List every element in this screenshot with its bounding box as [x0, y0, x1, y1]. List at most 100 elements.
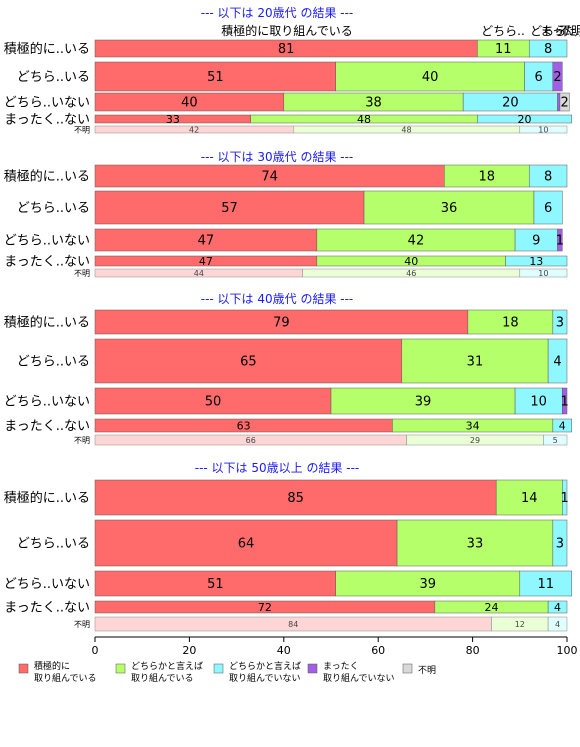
data-label: 48	[401, 125, 411, 134]
x-tick-label: 60	[371, 644, 385, 657]
row-label: 積極的に..いる	[4, 490, 90, 506]
legend-label: 不明	[418, 665, 436, 676]
row-label: どちら..いる	[17, 70, 90, 85]
x-tick-label: 0	[92, 644, 99, 657]
data-label: 3	[556, 316, 564, 331]
row-label: 積極的に..いる	[4, 41, 90, 57]
row-label: どちら..いない	[4, 395, 90, 410]
bar-segment	[94, 519, 398, 567]
data-label: 34	[466, 419, 480, 432]
row-label: まったく..ない	[4, 255, 90, 270]
panel-title-3: --- 以下は 40歳代 の結果 ---	[201, 292, 354, 306]
data-label: 1	[560, 395, 568, 410]
bar-segment	[533, 190, 563, 225]
bar-segment	[94, 309, 469, 335]
legend-label: どちらかと言えば	[229, 660, 301, 672]
data-label: 84	[288, 620, 298, 629]
data-label: 48	[357, 113, 371, 126]
bar-segment	[401, 338, 549, 384]
bar-segment	[528, 39, 568, 58]
data-label: 39	[415, 395, 432, 410]
bar-segment	[528, 164, 568, 188]
row-label: どちら..いる	[17, 537, 90, 552]
x-tick-label: 20	[182, 644, 196, 657]
data-label: 47	[199, 255, 213, 268]
data-label: 18	[478, 170, 495, 185]
data-label: 42	[408, 234, 425, 249]
bar-segment	[519, 125, 568, 134]
bar-segment	[94, 479, 497, 516]
data-label: 79	[273, 316, 290, 331]
data-label: 47	[198, 234, 215, 249]
data-label: 51	[207, 577, 224, 592]
bar-segment	[519, 570, 572, 597]
data-label: 8	[544, 42, 552, 57]
data-label: 18	[502, 316, 519, 331]
bar-segment	[547, 616, 568, 632]
data-label: 10	[538, 125, 548, 134]
bar-segment	[559, 92, 570, 112]
data-label: 4	[559, 419, 566, 432]
data-label: 20	[502, 96, 519, 111]
data-label: 1	[560, 491, 568, 506]
data-label: 44	[194, 269, 204, 278]
data-label: 72	[258, 601, 272, 614]
x-tick-label: 100	[557, 644, 578, 657]
bar-segment	[543, 434, 568, 446]
data-label: 6	[535, 70, 543, 85]
data-label: 29	[470, 436, 480, 445]
row-label: 積極的に..いる	[4, 169, 90, 185]
bar-segment	[557, 228, 563, 252]
legend-swatch	[115, 663, 126, 674]
bar-segment	[94, 338, 403, 384]
row-label: どちら..いない	[4, 96, 90, 111]
data-label: 36	[441, 201, 458, 216]
bar-segment	[552, 418, 572, 433]
data-label: 4	[554, 601, 561, 614]
row-label: どちら..いる	[17, 201, 90, 216]
data-label: 10	[538, 269, 548, 278]
data-label: 81	[278, 42, 295, 57]
data-label: 46	[406, 269, 416, 278]
legend-label: 取り組んでいない	[229, 672, 301, 684]
row-label: 不明	[74, 436, 90, 445]
legend-label: 積極的に	[34, 660, 70, 672]
row-label: どちら..いない	[4, 577, 90, 592]
bar-segment	[495, 479, 563, 516]
data-label: 6	[544, 201, 552, 216]
bar-segment	[94, 387, 332, 415]
bar-segment	[396, 519, 554, 567]
data-label: 2	[553, 70, 561, 85]
data-label: 14	[521, 491, 538, 506]
row-label: 不明	[74, 620, 90, 629]
data-label: 57	[221, 201, 238, 216]
bar-segment	[94, 570, 336, 597]
panel-title-1: --- 以下は 20歳代 の結果 ---	[201, 6, 354, 20]
data-label: 24	[484, 601, 498, 614]
header-label-2: どちら..	[481, 24, 525, 38]
bar-segment	[330, 387, 516, 415]
bar-segment	[552, 519, 568, 567]
row-label: 不明	[74, 125, 90, 134]
data-label: 74	[261, 170, 278, 185]
data-label: 3	[556, 537, 564, 552]
legend-label: 取り組んでいない	[323, 672, 395, 684]
bar-segment	[363, 190, 535, 225]
legend-swatch	[402, 663, 413, 674]
header-label-4: まった..	[540, 24, 580, 38]
data-label: 5	[553, 436, 558, 445]
legend-label: 取り組んでいる	[34, 672, 97, 684]
header-label-3: どちら..	[530, 24, 574, 38]
data-label: 51	[207, 70, 224, 85]
bar-segment	[94, 190, 365, 225]
header-label-1: 積極的に取り組んでいる	[221, 23, 352, 38]
row-label: まったく..ない	[4, 419, 90, 434]
data-label: 66	[246, 436, 256, 445]
row-label: まったく..ない	[4, 113, 90, 128]
data-label: 64	[238, 537, 255, 552]
bar-segment	[552, 61, 563, 92]
data-label: 8	[544, 170, 552, 185]
row-label: 不明	[74, 269, 90, 278]
row-label: 積極的に..いる	[4, 315, 90, 331]
legend-label: 取り組んでいる	[131, 672, 194, 684]
